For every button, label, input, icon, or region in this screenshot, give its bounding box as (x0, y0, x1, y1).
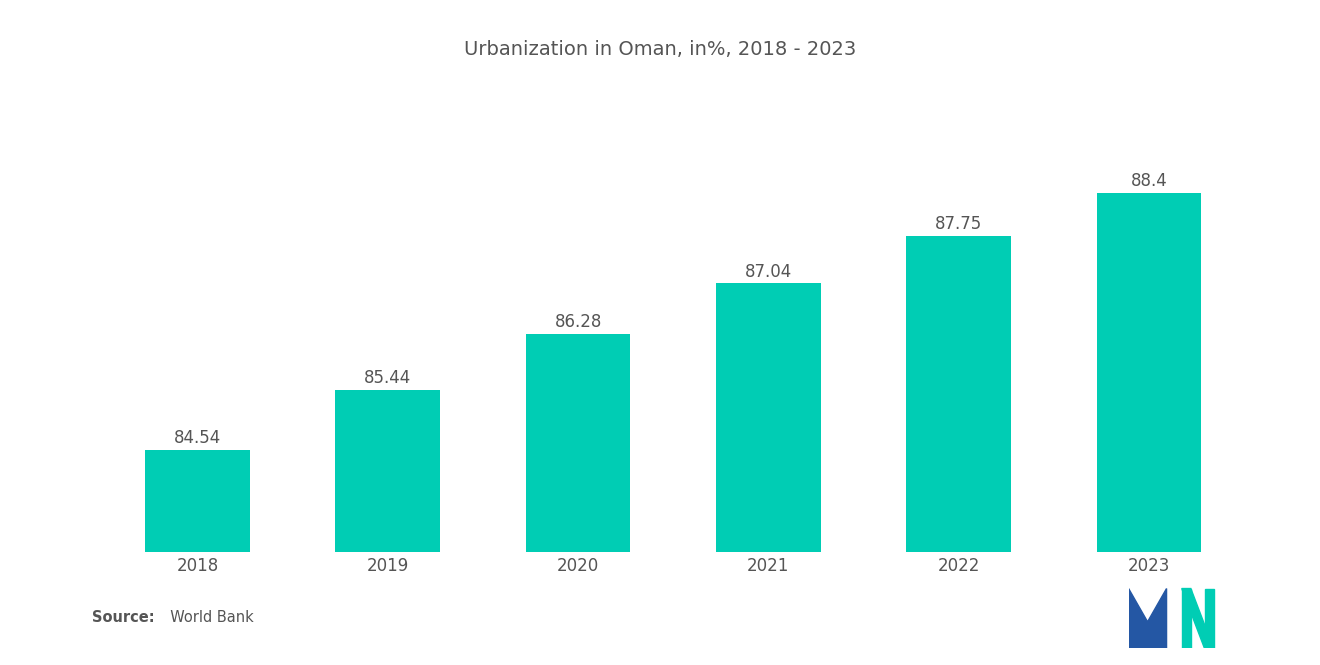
Polygon shape (1204, 589, 1213, 648)
Bar (715, 283, 821, 665)
Text: 87.04: 87.04 (744, 263, 792, 281)
Text: 88.4: 88.4 (1130, 172, 1167, 190)
Text: 86.28: 86.28 (554, 313, 602, 331)
Polygon shape (1181, 589, 1191, 648)
Text: Source:: Source: (92, 610, 154, 625)
Text: World Bank: World Bank (161, 610, 253, 625)
Text: 87.75: 87.75 (935, 215, 982, 233)
Text: 85.44: 85.44 (364, 369, 412, 387)
Bar (1097, 193, 1201, 665)
Text: Urbanization in Oman, in%, 2018 - 2023: Urbanization in Oman, in%, 2018 - 2023 (463, 40, 857, 59)
Polygon shape (1181, 589, 1213, 648)
Text: 84.54: 84.54 (174, 429, 222, 447)
Bar (335, 390, 440, 665)
Bar (907, 236, 1011, 665)
Polygon shape (1129, 589, 1167, 648)
Bar (525, 334, 631, 665)
Bar (145, 450, 249, 665)
